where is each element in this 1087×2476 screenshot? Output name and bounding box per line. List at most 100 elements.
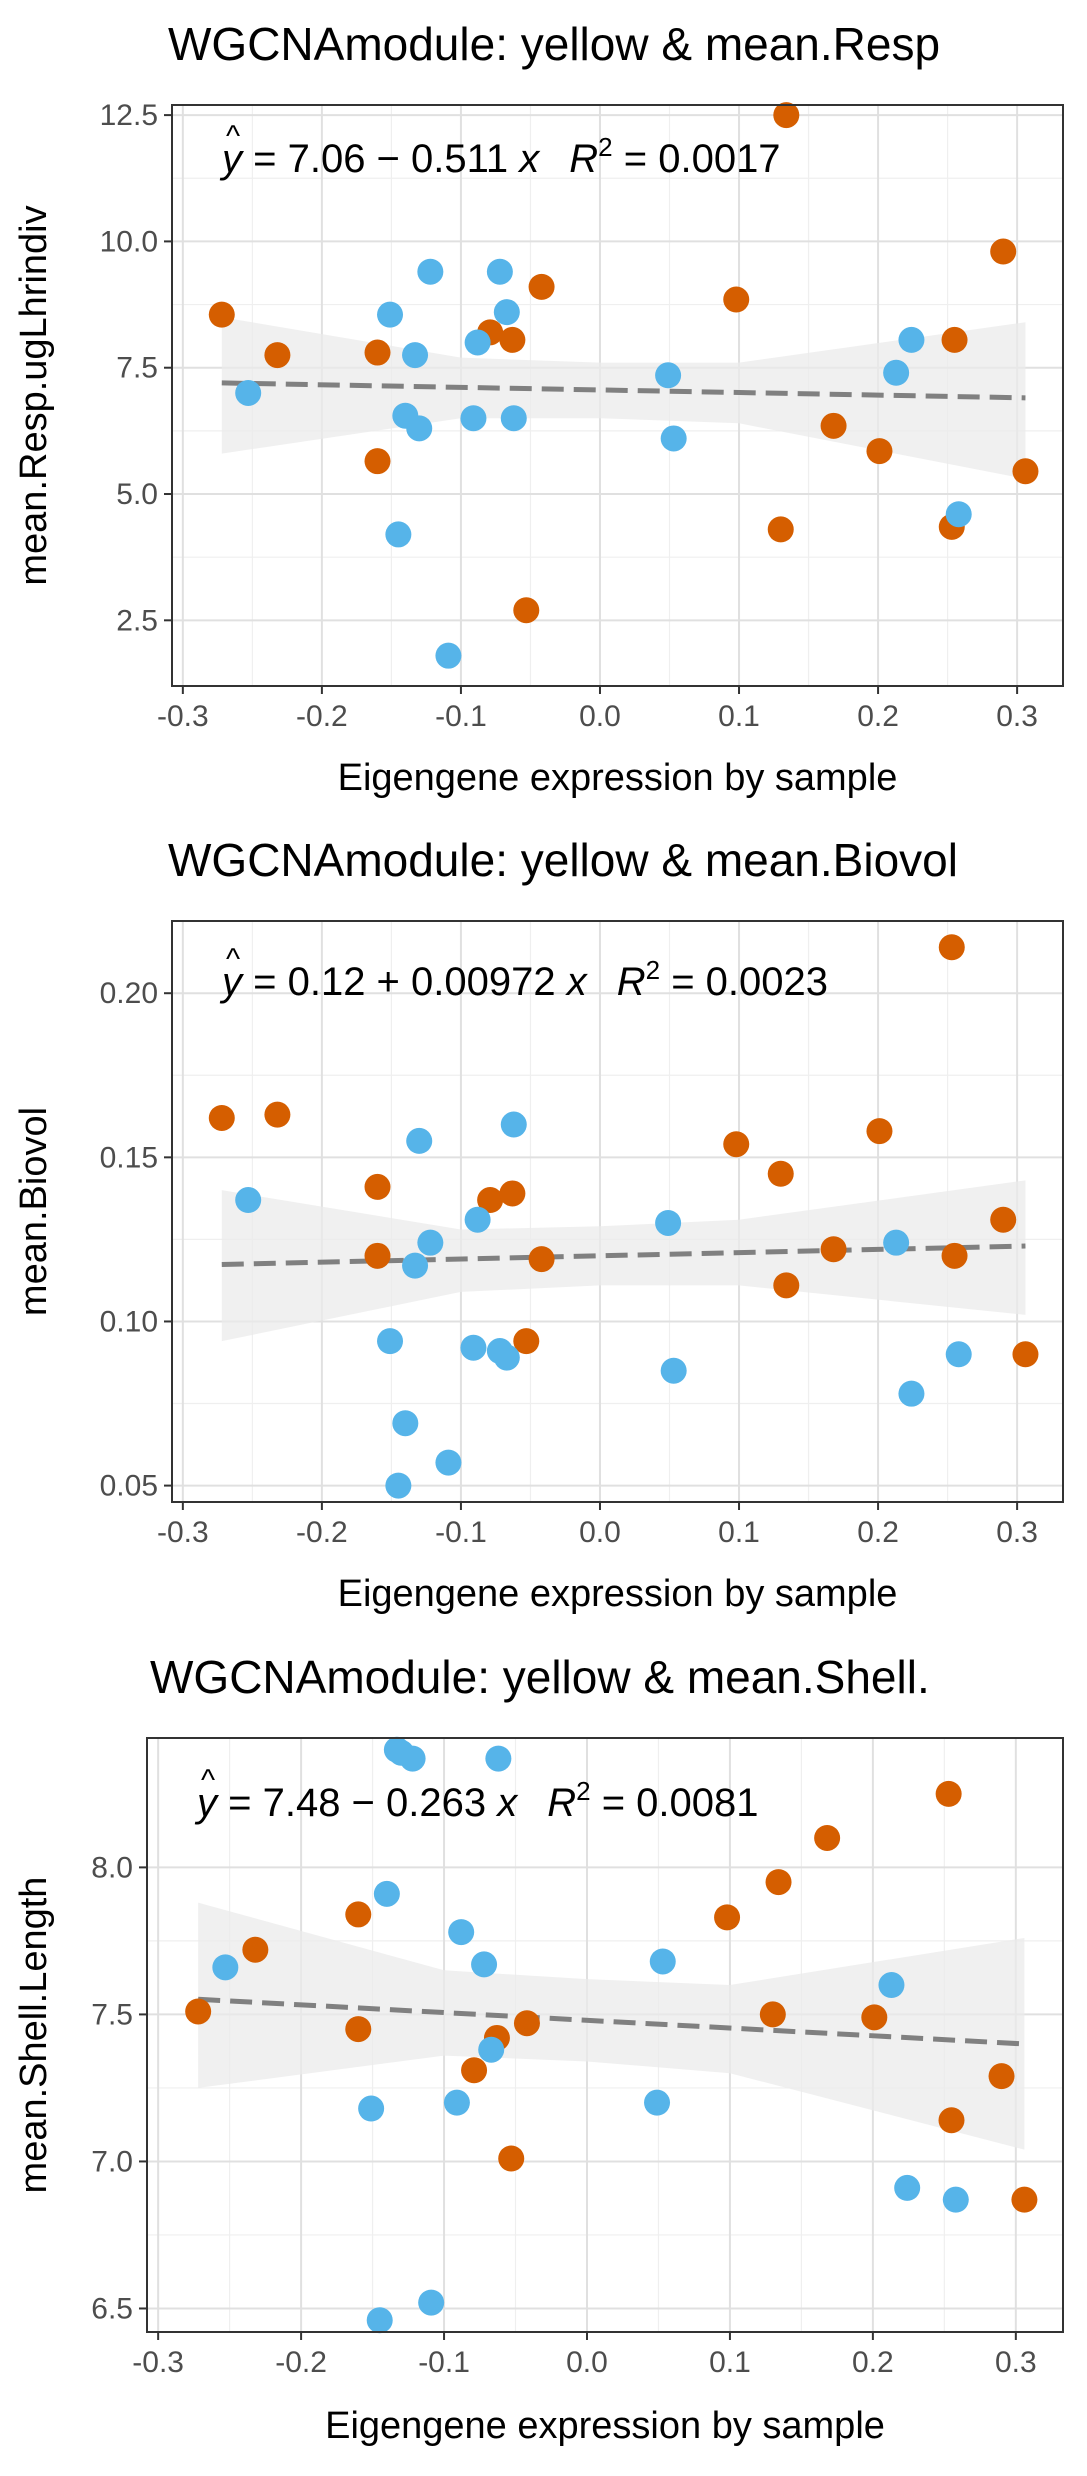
data-point <box>498 2145 525 2172</box>
data-point <box>402 342 429 369</box>
x-tick-label: 0.1 <box>709 2346 751 2379</box>
data-point <box>644 2089 671 2116</box>
equation-superscript: 2 <box>576 1776 590 1806</box>
data-point <box>377 301 404 328</box>
data-point <box>990 238 1017 265</box>
equation-r: R <box>547 1781 576 1825</box>
data-point <box>500 1111 527 1138</box>
data-point <box>366 2307 393 2334</box>
y-axis-label: mean.Shell.Length <box>13 1877 55 2194</box>
equation-yhat: y <box>219 137 245 181</box>
series-orange <box>208 102 1039 624</box>
data-point <box>767 516 794 543</box>
hat-icon: ^ <box>226 120 240 153</box>
x-tick-label: 0.3 <box>995 2346 1037 2379</box>
data-point <box>861 2004 888 2031</box>
data-point <box>513 597 540 624</box>
data-point <box>358 2095 385 2122</box>
data-point <box>759 2001 786 2028</box>
panel-2: -0.3 -0.2 -0.1 0.0 0.1 0.2 0.3 0.05 0.10 0.15 0.20… <box>13 834 1064 1615</box>
data-point <box>820 412 847 439</box>
data-point <box>1011 2186 1038 2213</box>
data-point <box>417 258 444 285</box>
equation-r2-value: = 0.0017 <box>613 137 781 181</box>
plot-border <box>171 920 1064 1503</box>
x-axis-label: Eigengene expression by sample <box>325 2405 885 2447</box>
x-tick-label: 0.1 <box>718 700 760 733</box>
data-point <box>364 339 391 366</box>
data-point <box>660 1357 687 1384</box>
data-point <box>814 1824 841 1851</box>
data-point <box>765 1869 792 1896</box>
data-point <box>264 1101 291 1128</box>
data-point <box>460 1334 487 1361</box>
data-point <box>723 1131 750 1158</box>
x-tick-label: -0.1 <box>435 1516 487 1549</box>
y-axis: 0.05 0.10 0.15 0.20 <box>100 977 172 1503</box>
x-axis: -0.3 -0.2 -0.1 0.0 0.1 0.2 0.3 <box>157 1502 1038 1549</box>
equation-r: R <box>569 137 598 181</box>
x-tick-label: 0.0 <box>566 2346 608 2379</box>
x-tick-label: -0.2 <box>275 2346 327 2379</box>
data-point <box>264 342 291 369</box>
y-tick-label: 5.0 <box>116 478 158 511</box>
regression-equation: y = 7.48 − 0.263 x R2 = 0.0081 <box>194 1776 759 1825</box>
y-axis-label: mean.Resp.ugLhrindiv <box>13 205 55 585</box>
data-point <box>773 102 800 129</box>
y-tick-label: 8.0 <box>91 1851 133 1884</box>
data-point <box>373 1880 400 1907</box>
equation-r2-value: = 0.0023 <box>660 960 828 1004</box>
y-axis: 6.5 7.0 7.5 8.0 <box>91 1851 147 2325</box>
data-point <box>448 1919 475 1946</box>
data-point <box>898 1380 925 1407</box>
data-point <box>235 1187 262 1214</box>
data-point <box>528 1246 555 1273</box>
x-tick-label: 0.3 <box>996 1516 1038 1549</box>
data-point <box>478 2036 505 2063</box>
data-point <box>1012 1341 1039 1368</box>
data-point <box>883 359 910 386</box>
series-blue <box>235 258 972 669</box>
data-point <box>493 1344 520 1371</box>
data-point <box>935 1780 962 1807</box>
equation-body: = 7.48 − 0.263 <box>217 1781 497 1825</box>
y-tick-label: 6.5 <box>91 2292 133 2325</box>
data-point <box>941 326 968 353</box>
data-point <box>345 2016 372 2043</box>
data-point <box>485 1745 512 1772</box>
data-point <box>364 448 391 475</box>
data-point <box>655 362 682 389</box>
regression-equation: y = 7.06 − 0.511 x R2 = 0.0017 <box>219 132 781 181</box>
data-point <box>723 286 750 313</box>
data-point <box>385 1472 412 1499</box>
y-tick-label: 7.0 <box>91 2145 133 2178</box>
panel-3: -0.3 -0.2 -0.1 0.0 0.1 0.2 0.3 6.5 7.0 7.5 8.0 WGCN… <box>13 1651 1064 2447</box>
data-point <box>464 1206 491 1233</box>
confidence-band <box>198 1902 1025 2150</box>
data-point <box>471 1951 498 1978</box>
data-point <box>1012 458 1039 485</box>
x-tick-label: 0.3 <box>996 700 1038 733</box>
equation-superscript: 2 <box>598 132 612 162</box>
y-tick-label: 7.5 <box>91 1998 133 2031</box>
y-axis: 2.5 5.0 7.5 10.0 12.5 <box>100 99 172 637</box>
equation-superscript: 2 <box>646 955 660 985</box>
data-point <box>477 1187 504 1214</box>
x-tick-label: 0.1 <box>718 1516 760 1549</box>
x-axis-label: Eigengene expression by sample <box>338 757 898 799</box>
equation-r: R <box>617 960 646 1004</box>
data-point <box>242 1936 269 1963</box>
confidence-band <box>221 1180 1026 1342</box>
data-point <box>988 2063 1015 2090</box>
chart-title: WGCNAmodule: yellow & mean.Shell. <box>150 1651 930 1703</box>
data-point <box>866 1118 893 1145</box>
equation-x: x <box>565 960 589 1004</box>
equation-yhat: y <box>194 1781 220 1825</box>
data-point <box>461 2057 488 2084</box>
series-orange <box>185 1780 1038 2213</box>
x-tick-label: -0.1 <box>418 2346 470 2379</box>
y-tick-label: 0.15 <box>100 1141 158 1174</box>
equation-yhat: y <box>219 960 245 1004</box>
x-tick-label: -0.1 <box>435 700 487 733</box>
